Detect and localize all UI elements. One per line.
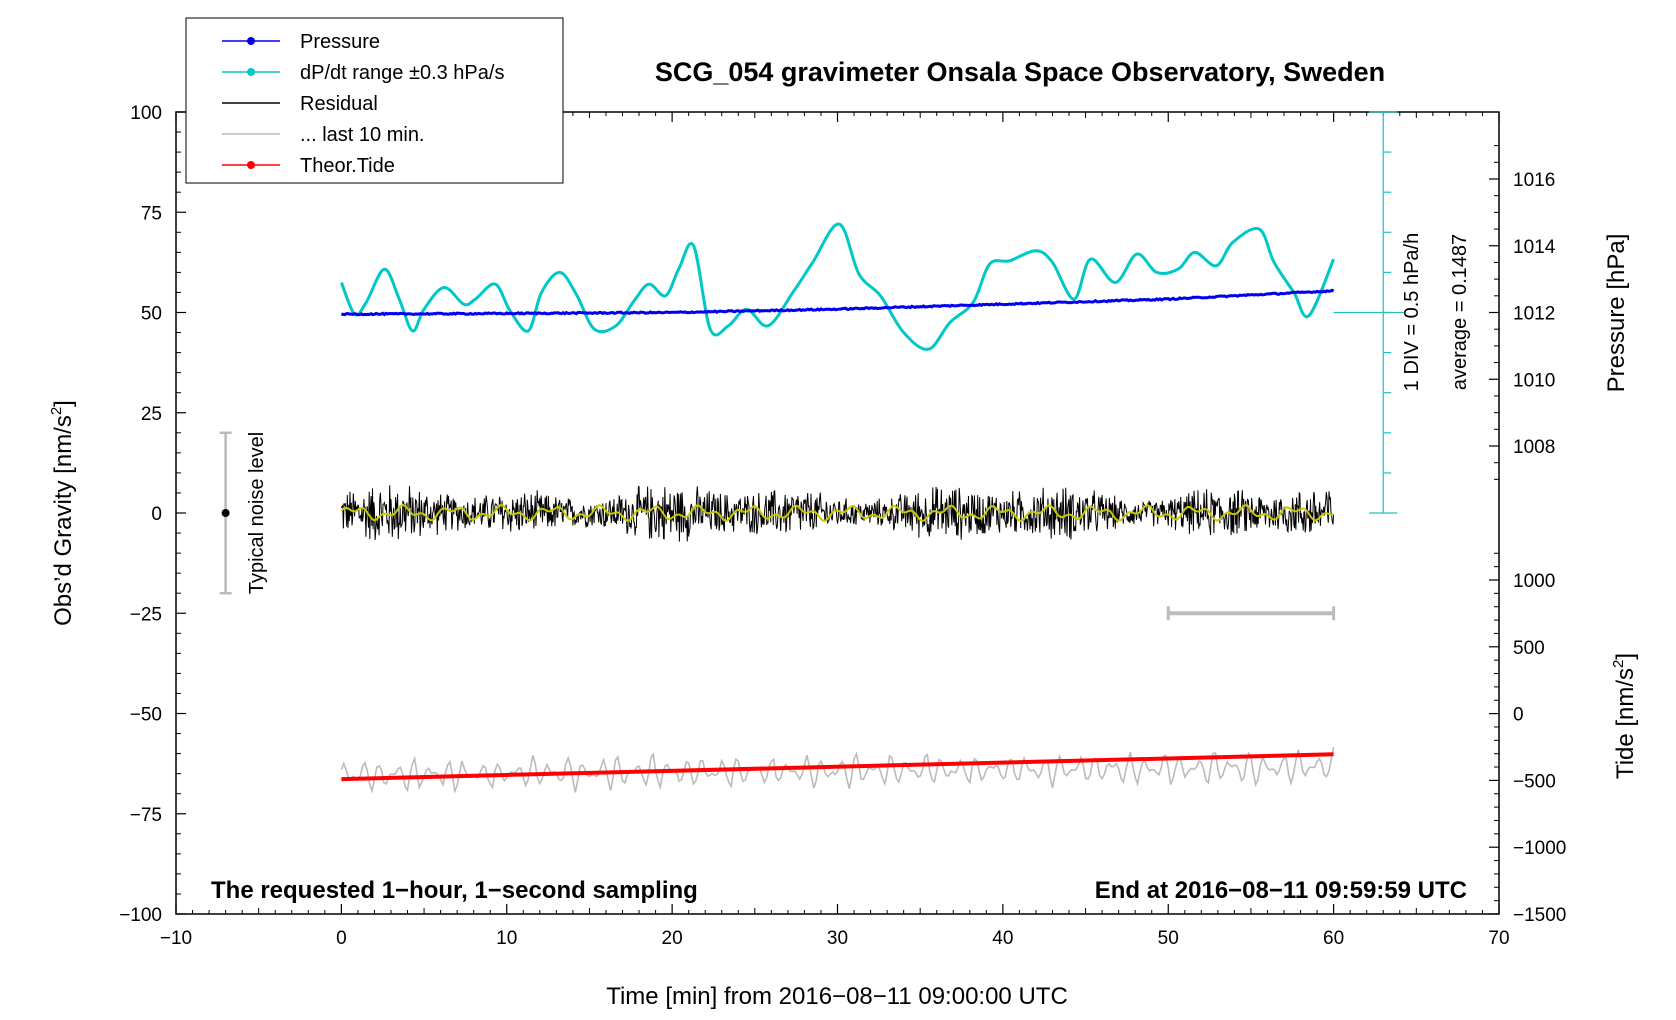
- legend-label: dP/dt range ±0.3 hPa/s: [300, 62, 504, 84]
- noise-level-indicator: [219, 431, 232, 595]
- x-tick-label: 50: [1158, 928, 1179, 949]
- x-tick-label: 70: [1488, 928, 1509, 949]
- noise-level-center-dot: [221, 509, 230, 517]
- legend-marker: [247, 161, 255, 169]
- smoothed-residual-line: [340, 503, 1334, 522]
- x-tick-label: −10: [160, 928, 192, 949]
- y-left-tick-label: −50: [130, 705, 162, 726]
- x-tick-label: 60: [1323, 928, 1344, 949]
- dpdt-line: [340, 222, 1335, 351]
- y-tide-tick-label: 0: [1513, 705, 1524, 726]
- y-pressure-tick-label: 1012: [1513, 304, 1555, 325]
- x-axis-ticks: −10 0 10 20 30 40 50 60 70: [160, 112, 1510, 949]
- noise-level-label: Typical noise level: [246, 432, 268, 594]
- x-tick-label: 30: [827, 928, 848, 949]
- y-tide-tick-label: −1000: [1513, 838, 1566, 859]
- pressure-line: [340, 288, 1335, 317]
- legend-label: Theor.Tide: [300, 155, 395, 177]
- y-pressure-tick-label: 1010: [1513, 370, 1555, 391]
- y-pressure-axis-ticks: 1008 1010 1012 1014 1016: [1489, 145, 1556, 480]
- y-pressure-tick-label: 1014: [1513, 237, 1556, 258]
- theor-tide-line: [341, 752, 1334, 782]
- x-tick-label: 0: [336, 928, 347, 949]
- legend-label: Residual: [300, 93, 378, 115]
- y-left-tick-label: −75: [130, 805, 162, 826]
- dpdt-scale-bar: [1333, 111, 1405, 514]
- legend-label: ... last 10 min.: [300, 124, 425, 146]
- y-left-tick-label: −25: [130, 604, 162, 625]
- y-left-tick-label: −100: [119, 905, 162, 926]
- y-right-pressure-title: Pressure [hPa]: [1603, 234, 1630, 393]
- last-10-min-line: [340, 747, 1335, 794]
- x-axis-title: Time [min] from 2016−08−11 09:00:00 UTC: [606, 983, 1068, 1010]
- dpdt-average-note: average = 0.1487: [1449, 234, 1471, 390]
- y-left-tick-label: 50: [141, 304, 162, 325]
- y-left-tick-label: 0: [151, 504, 162, 525]
- y-left-tick-label: 25: [141, 404, 162, 425]
- y-pressure-tick-label: 1008: [1513, 437, 1555, 458]
- y-tide-tick-label: −1500: [1513, 905, 1566, 926]
- last-window-bar: [1166, 606, 1336, 621]
- y-left-axis-ticks: −100 −75 −50 −25 0 25 50 75 100: [119, 103, 186, 926]
- legend-label: Pressure: [300, 31, 380, 53]
- dpdt-scale-note: 1 DIV = 0.5 hPa/h: [1401, 233, 1423, 391]
- legend-marker: [247, 68, 255, 76]
- y-tide-axis-ticks: −1500 −1000 −500 0 500 1000: [1489, 552, 1566, 926]
- y-left-tick-label: 100: [130, 103, 162, 124]
- y-tide-tick-label: −500: [1513, 771, 1556, 792]
- x-tick-label: 20: [662, 928, 683, 949]
- x-tick-label: 40: [992, 928, 1013, 949]
- legend: Pressure dP/dt range ±0.3 hPa/s Residual..…: [185, 17, 564, 184]
- chart-title: SCG_054 gravimeter Onsala Space Observat…: [655, 57, 1385, 87]
- bottom-left-note: The requested 1−hour, 1−second sampling: [211, 877, 698, 904]
- y-pressure-tick-label: 1016: [1513, 170, 1555, 191]
- x-tick-label: 10: [496, 928, 517, 949]
- residual-line: [340, 485, 1335, 542]
- legend-marker: [247, 37, 255, 45]
- series-lines: [340, 222, 1335, 794]
- y-left-tick-label: 75: [141, 203, 162, 224]
- y-tide-tick-label: 500: [1513, 638, 1545, 659]
- legend-box: [185, 17, 564, 184]
- bottom-right-note: End at 2016−08−11 09:59:59 UTC: [1095, 877, 1467, 904]
- y-left-axis-title: Obs’d Gravity [nm/s2]: [48, 400, 77, 626]
- y-tide-tick-label: 1000: [1513, 571, 1555, 592]
- y-right-tide-title: Tide [nm/s2]: [1610, 653, 1639, 779]
